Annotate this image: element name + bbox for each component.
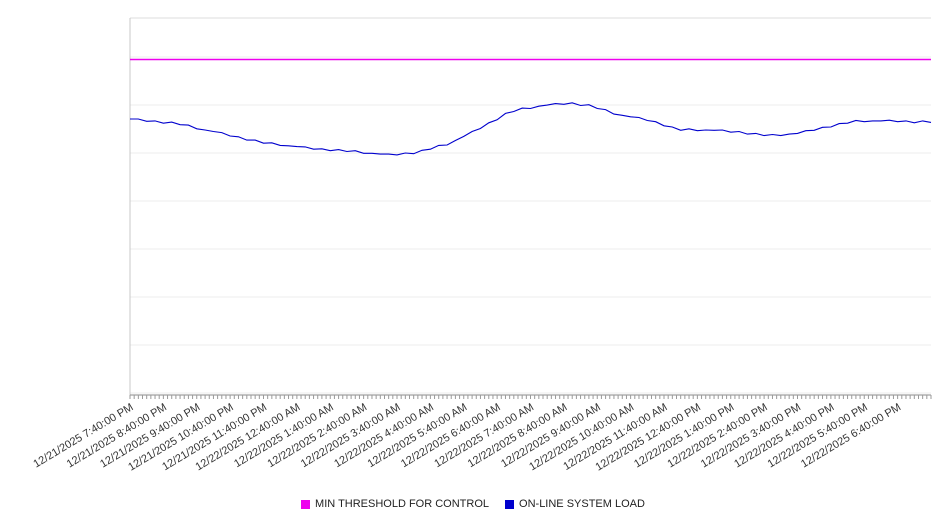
axes	[129, 18, 931, 396]
chart-container: 12/21/2025 7:40:00 PM 12/21/2025 8:40:00 …	[31, 17, 932, 474]
legend: MIN THRESHOLD FOR CONTROL ON-LINE SYSTEM…	[0, 498, 946, 510]
gridlines	[130, 17, 931, 394]
legend-label-threshold: MIN THRESHOLD FOR CONTROL	[315, 498, 490, 510]
legend-item-load: ON-LINE SYSTEM LOAD	[505, 498, 645, 510]
load-line	[130, 102, 932, 156]
threshold-swatch	[301, 499, 311, 509]
legend-label-load: ON-LINE SYSTEM LOAD	[519, 498, 645, 510]
load-swatch	[505, 499, 515, 509]
x-axis-ticks	[129, 395, 932, 399]
legend-item-threshold: MIN THRESHOLD FOR CONTROL	[301, 498, 489, 510]
